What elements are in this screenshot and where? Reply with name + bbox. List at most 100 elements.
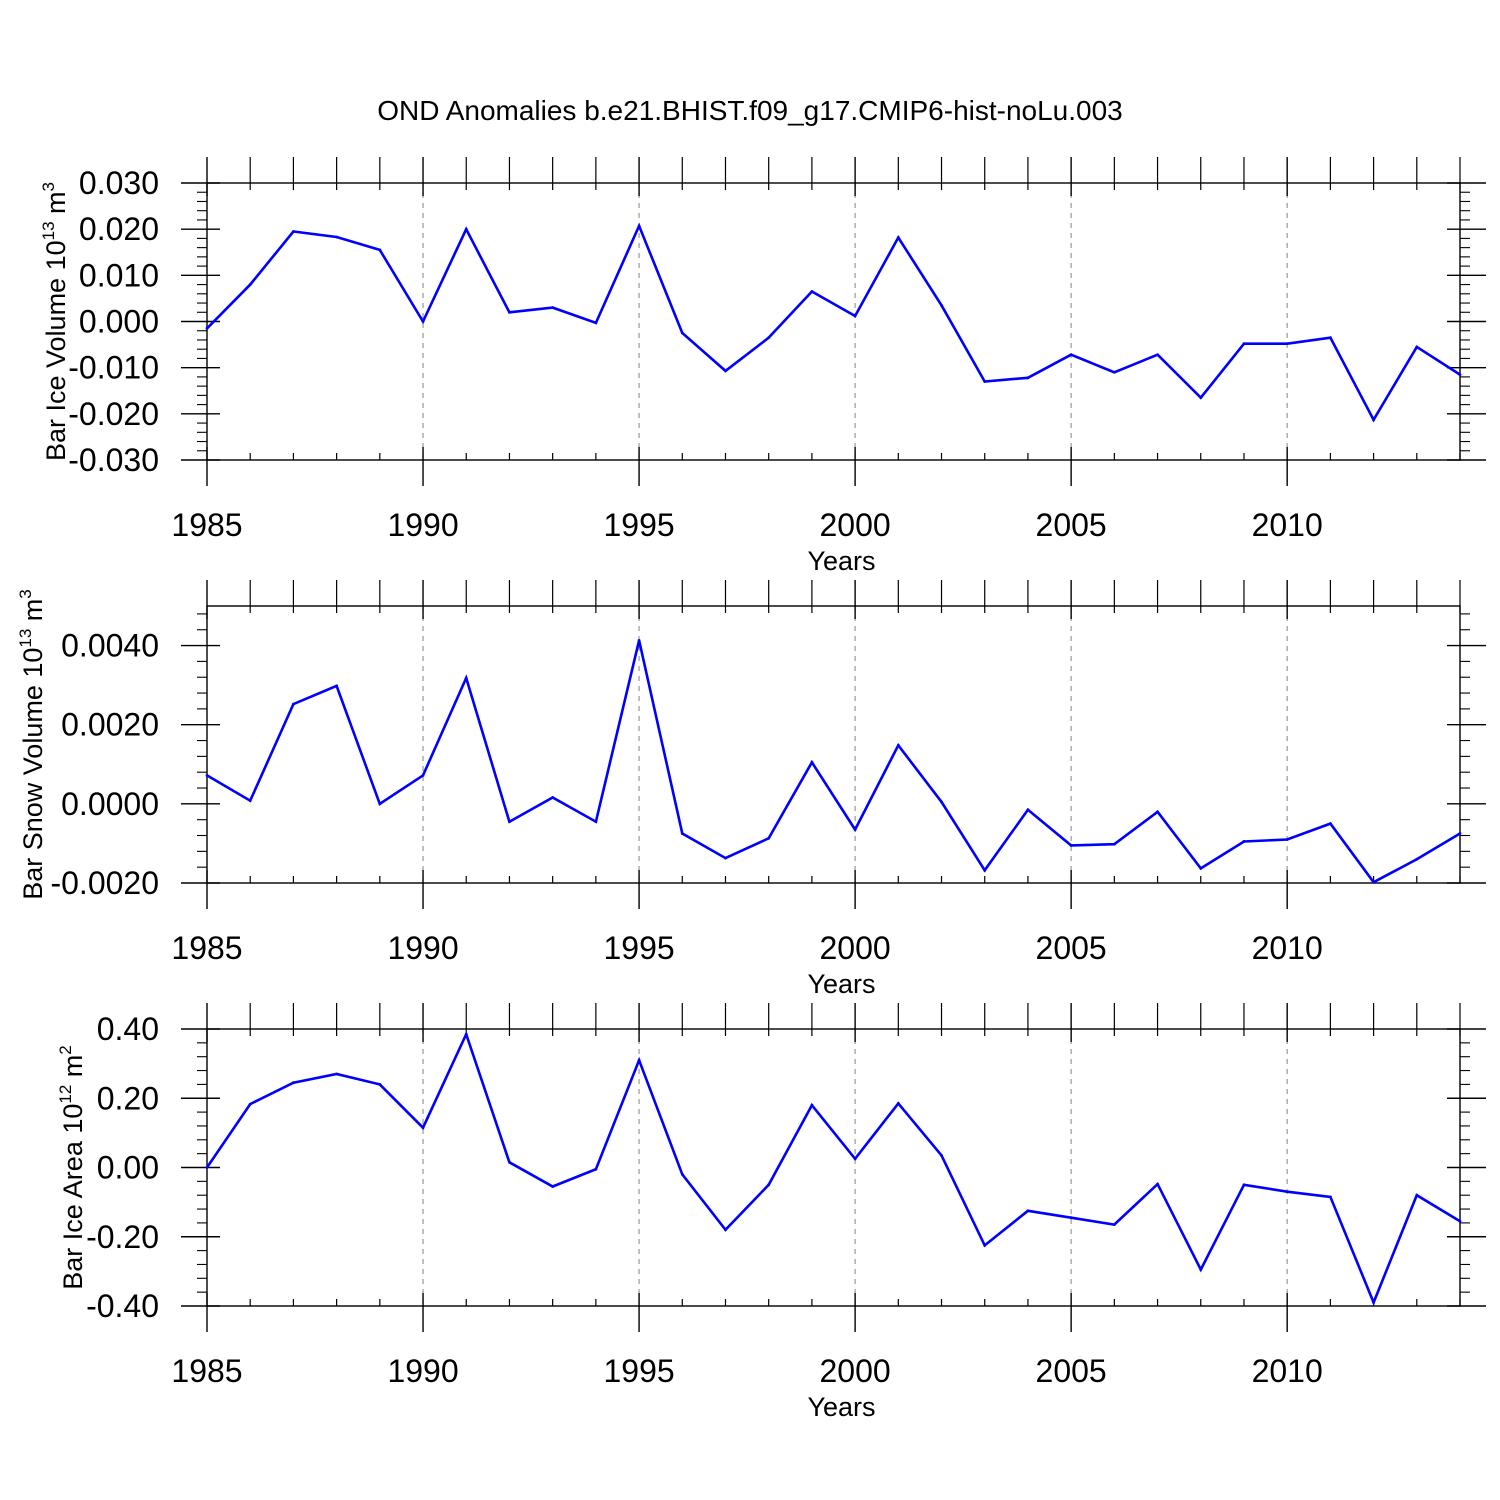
data-point: [637, 639, 641, 642]
data-point: [1372, 1301, 1375, 1304]
y-tick-label: -0.20: [86, 1219, 159, 1255]
data-point: [551, 796, 555, 799]
data-point: [1458, 373, 1462, 376]
data-point: [378, 248, 382, 252]
y-tick-label: 0.000: [79, 304, 159, 340]
x-axis-label: Years: [807, 546, 875, 576]
data-point: [335, 1072, 339, 1076]
data-point: [637, 224, 641, 228]
x-tick-label: 2010: [1252, 507, 1323, 543]
y-tick-label: 0.00: [97, 1150, 159, 1186]
x-tick-label: 2000: [820, 930, 891, 966]
data-point: [1156, 810, 1159, 814]
data-point: [1026, 808, 1030, 812]
x-tick-label: 2000: [820, 507, 891, 543]
data-point: [810, 760, 814, 764]
data-point: [421, 1126, 425, 1130]
series-line: [206, 222, 1461, 423]
data-point: [983, 380, 987, 383]
y-tick-label: 0.0040: [61, 628, 159, 664]
data-point: [205, 773, 209, 777]
data-point: [1328, 336, 1332, 340]
data-point: [767, 836, 771, 840]
data-point: [508, 820, 511, 824]
y-tick-label: 0.40: [97, 1011, 159, 1047]
data-point: [724, 369, 727, 373]
data-point: [378, 802, 382, 806]
data-point: [853, 314, 857, 318]
data-point: [292, 1081, 295, 1085]
chart-panel-2: 1985 1990 1995 2000 2005 2010 0.0040 0.0020 0.00…: [16, 580, 1486, 999]
data-point: [1199, 866, 1203, 870]
data-point: [1242, 840, 1246, 843]
data-point: [464, 676, 468, 680]
x-tick-label: 2010: [1252, 930, 1323, 966]
data-point: [421, 320, 425, 323]
data-point: [1199, 396, 1203, 400]
x-tick-label: 1985: [171, 507, 242, 543]
data-point: [292, 230, 295, 233]
data-point: [680, 832, 684, 835]
y-tick-label: 0.0020: [61, 707, 159, 743]
x-tick-label: 1995: [603, 507, 674, 543]
x-tick-label: 1985: [171, 930, 242, 966]
data-point: [940, 1153, 943, 1157]
x-tick-label: 2005: [1036, 930, 1107, 966]
y-axis-label: Bar Ice Volume 1013 m3: [39, 182, 71, 461]
data-point: [1112, 842, 1116, 846]
data-point: [248, 799, 252, 803]
data-point: [1285, 1190, 1289, 1194]
data-point: [508, 1160, 511, 1164]
data-point: [1458, 832, 1462, 835]
chart-panel-1: 1985 1990 1995 2000 2005 2010 0.030 0.020 0.010 0…: [39, 157, 1486, 576]
data-point: [594, 1167, 598, 1171]
data-point: [551, 306, 555, 310]
x-tick-label: 2010: [1252, 1353, 1323, 1389]
x-tick-label: 1990: [387, 507, 458, 543]
chart-panel-3: 1985 1990 1995 2000 2005 2010 0.40 0.20 0.00 -0.2…: [56, 1003, 1486, 1422]
panels: 1985 1990 1995 2000 2005 2010 0.030 0.020 0.010 0…: [16, 157, 1486, 1422]
data-point: [1328, 1195, 1332, 1199]
data-point: [680, 1173, 684, 1176]
data-point: [464, 1032, 468, 1036]
data-point: [940, 303, 943, 307]
data-point: [896, 236, 900, 239]
y-tick-label: -0.030: [68, 442, 159, 478]
data-point: [335, 684, 339, 688]
data-point: [1458, 1219, 1462, 1223]
data-point: [680, 331, 684, 335]
data-point: [1026, 1209, 1030, 1213]
data-point: [205, 327, 209, 330]
y-tick-label: 0.20: [97, 1080, 159, 1116]
data-point: [1285, 838, 1289, 841]
data-point: [464, 227, 468, 231]
figure-title: OND Anomalies b.e21.BHIST.f09_g17.CMIP6-…: [377, 95, 1123, 126]
series-line: [206, 640, 1461, 884]
data-point: [1156, 1182, 1159, 1186]
data-point: [767, 1183, 771, 1187]
data-point: [1156, 353, 1159, 357]
x-tick-label: 2000: [820, 1353, 891, 1389]
data-point: [1372, 880, 1375, 884]
data-point: [724, 1228, 727, 1232]
data-point: [810, 1103, 814, 1107]
y-tick-label: 0.030: [79, 165, 159, 201]
data-point: [983, 1244, 987, 1247]
y-tick-label: -0.40: [86, 1288, 159, 1324]
data-point: [1199, 1268, 1203, 1272]
y-tick-label: 0.0000: [61, 786, 159, 822]
data-point: [551, 1185, 555, 1188]
data-point: [248, 1102, 252, 1106]
data-point: [637, 1058, 641, 1062]
data-point: [508, 310, 511, 314]
y-tick-label: -0.010: [68, 350, 159, 386]
data-point: [594, 321, 598, 325]
data-point: [853, 828, 857, 831]
x-tick-label: 2005: [1036, 1353, 1107, 1389]
data-point: [594, 820, 598, 824]
x-axis-label: Years: [807, 969, 875, 999]
plot-frame: [206, 605, 1461, 884]
x-tick-label: 1995: [603, 930, 674, 966]
y-axis-label: Bar Snow Volume 1013 m3: [16, 589, 48, 900]
